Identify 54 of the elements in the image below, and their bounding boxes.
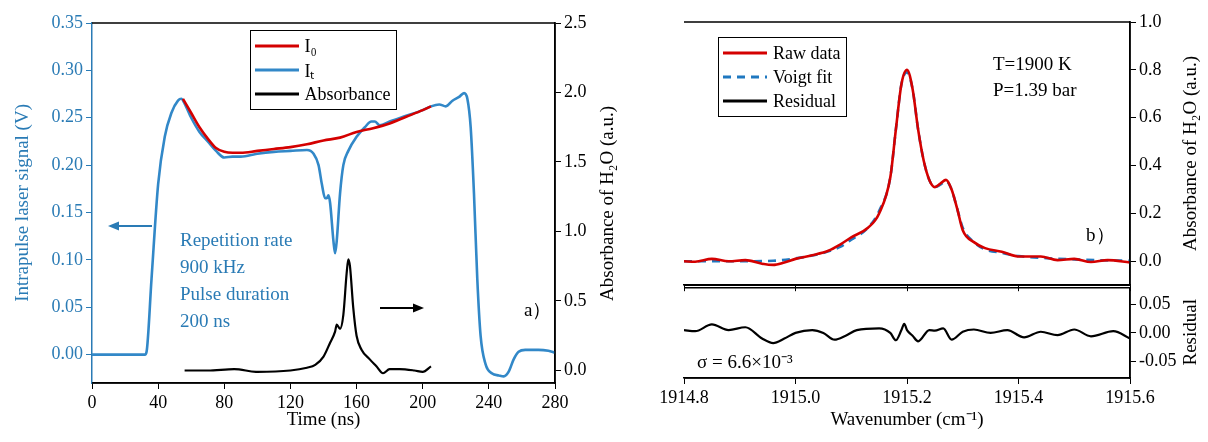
x-tick-label: 1915.2 <box>882 386 932 407</box>
y2-tick-label: 2.5 <box>564 11 587 32</box>
legend-label: I₀ <box>304 35 317 57</box>
y-tick-label: 0.30 <box>51 59 83 80</box>
x-tick-label: 280 <box>541 391 569 412</box>
y-tick-label: -0.05 <box>1139 349 1177 370</box>
x-tick-label: 80 <box>215 391 234 412</box>
legend-label: Absorbance <box>304 83 391 105</box>
y2-tick-label: 1.0 <box>564 220 587 241</box>
y2-tick-label: 0.0 <box>564 359 587 380</box>
x-tick-label: 40 <box>149 391 168 412</box>
y-tick-label: 0.00 <box>1139 321 1171 342</box>
annotation: P=1.39 bar <box>993 79 1077 100</box>
annotation: σ = 6.6×10⁻³ <box>697 351 793 372</box>
y-tick-label: 0.0 <box>1139 250 1162 271</box>
y-tick-label: 1.0 <box>1139 10 1162 31</box>
y-tick-label: 0.6 <box>1139 106 1162 127</box>
legend-label: Iₜ <box>304 60 315 82</box>
legend-label: Raw data <box>773 42 841 64</box>
y-tick-label: 0.05 <box>1139 293 1171 314</box>
y-tick-label: 0.35 <box>51 11 83 32</box>
annotation: 200 ns <box>180 310 231 331</box>
x-tick-label: 1915.4 <box>993 386 1044 407</box>
y-tick-label: 0.05 <box>51 295 83 316</box>
x-tick-label: 1915.6 <box>1105 386 1155 407</box>
x-tick-label: 1915.0 <box>770 386 821 407</box>
x-tick-label: 0 <box>87 391 97 412</box>
annotation: a） <box>524 299 552 320</box>
y-tick-label: 0.2 <box>1139 202 1162 223</box>
annotation: T=1900 K <box>993 53 1072 74</box>
y-axis-title: Intrapulse laser signal (V) <box>11 104 32 302</box>
y-tick-label: 0.20 <box>51 153 83 174</box>
y-tick-label: 0.25 <box>51 106 83 127</box>
annotation: b） <box>1086 224 1115 245</box>
y-tick-label: 0.10 <box>51 248 83 269</box>
x-tick-label: 200 <box>409 391 437 412</box>
y-tick-label: 0.00 <box>51 343 83 364</box>
legend-label: Residual <box>773 90 836 112</box>
x-axis-title: Wavenumber (cm⁻¹) <box>830 407 984 429</box>
x-tick-label: 240 <box>475 391 503 412</box>
y-axis-title: Residual <box>1179 299 1200 366</box>
y-tick-label: 0.15 <box>51 201 83 222</box>
annotation: Pulse duration <box>180 283 290 304</box>
y2-tick-label: 2.0 <box>564 81 587 102</box>
x-tick-label: 1914.8 <box>659 386 709 407</box>
y-tick-label: 0.4 <box>1139 154 1162 175</box>
y-axis-title: Absorbance of H₂O (a.u.) <box>1179 56 1200 252</box>
y2-axis-title: Absorbance of H₂O (a.u.) <box>596 105 617 301</box>
annotation: 900 kHz <box>180 256 245 277</box>
y-tick-label: 0.8 <box>1139 58 1162 79</box>
annotation: Repetition rate <box>180 229 293 250</box>
y2-tick-label: 1.5 <box>564 150 587 171</box>
y2-tick-label: 0.5 <box>564 289 587 310</box>
legend-label: Voigt fit <box>773 66 833 88</box>
